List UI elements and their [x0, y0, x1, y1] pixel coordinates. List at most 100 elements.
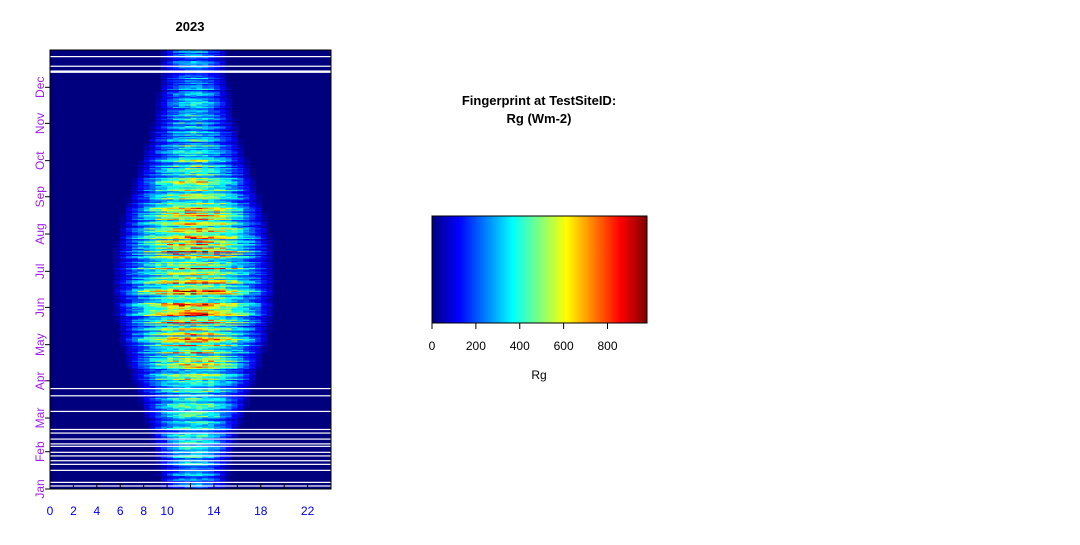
heatmap-cell [178, 353, 185, 355]
heatmap-cell [161, 297, 168, 300]
heatmap-cell [161, 277, 168, 279]
heatmap-cell [161, 371, 168, 373]
heatmap-cell [149, 212, 156, 214]
heatmap-cell [114, 274, 121, 277]
heatmap-cell [184, 355, 191, 357]
heatmap-cell [143, 298, 150, 301]
heatmap-cell [184, 347, 191, 349]
heatmap-cell [202, 295, 209, 297]
heatmap-cell [213, 389, 221, 391]
heatmap-cell [213, 271, 221, 273]
heatmap-cell [225, 427, 232, 430]
heatmap-cell [184, 349, 191, 351]
heatmap-cell [225, 444, 232, 446]
heatmap-cell [202, 255, 209, 258]
heatmap-cell [196, 301, 203, 303]
heatmap-cell [260, 324, 267, 326]
heatmap-cell [178, 278, 185, 281]
heatmap-cell [243, 372, 250, 374]
heatmap-cell [120, 220, 127, 223]
heatmap-cell [137, 306, 144, 308]
heatmap-cell [167, 298, 174, 301]
heatmap-cell [196, 274, 203, 277]
heatmap-cell [202, 243, 209, 246]
heatmap-cell [190, 313, 197, 315]
heatmap-cell [178, 314, 185, 317]
heatmap-cell [254, 282, 262, 284]
heatmap-cell [225, 317, 232, 319]
heatmap-cell [172, 422, 180, 425]
heatmap-cell [202, 277, 209, 279]
heatmap-cell [155, 381, 162, 384]
heatmap-cell [143, 248, 150, 250]
heatmap-cell [208, 307, 215, 309]
heatmap-cell [126, 292, 133, 295]
heatmap-cell [143, 268, 150, 271]
heatmap-cell [184, 420, 191, 422]
heatmap-cell [196, 326, 203, 329]
heatmap-cell [208, 371, 215, 373]
heatmap-cell [184, 398, 191, 401]
heatmap-cell [149, 398, 156, 401]
heatmap-cell [231, 291, 238, 294]
heatmap-cell [131, 211, 139, 213]
heatmap-cell [243, 307, 250, 309]
heatmap-cell [143, 335, 150, 337]
heatmap-cell [149, 236, 156, 238]
heatmap-cell [249, 347, 256, 349]
heatmap-cell [260, 254, 267, 256]
heatmap-cell [225, 431, 232, 433]
heatmap-cell [149, 351, 156, 354]
heatmap-cell [178, 267, 185, 270]
heatmap-cell [208, 219, 215, 222]
heatmap-cell [120, 226, 127, 229]
heatmap-cell [208, 472, 215, 474]
heatmap-cell [237, 335, 244, 337]
heatmap-cell [237, 337, 244, 339]
heatmap-cell [190, 267, 197, 270]
heatmap-cell [161, 332, 168, 335]
heatmap-cell [196, 332, 203, 335]
heatmap-cell [172, 241, 180, 243]
heatmap-cell [237, 226, 244, 229]
heatmap-cell [190, 446, 197, 449]
heatmap-cell [225, 268, 232, 271]
heatmap-cell [202, 400, 209, 402]
heatmap-cell [208, 400, 215, 402]
heatmap-cell [120, 285, 127, 288]
heatmap-cell [231, 271, 238, 273]
heatmap-cell [161, 389, 168, 391]
heatmap-cell [161, 324, 168, 326]
heatmap-cell [225, 244, 232, 247]
heatmap-cell [126, 312, 133, 314]
heatmap-cell [167, 353, 174, 355]
heatmap-cell [184, 323, 191, 325]
heatmap-cell [143, 389, 150, 391]
heatmap-cell [155, 383, 162, 385]
heatmap-cell [155, 368, 162, 371]
heatmap-cell [143, 315, 150, 318]
heatmap-cell [231, 318, 238, 320]
heatmap-cell [243, 343, 250, 345]
heatmap-cell [167, 356, 174, 359]
heatmap-cell [178, 425, 185, 427]
heatmap-cell [231, 335, 238, 337]
heatmap-cell [137, 228, 144, 230]
heatmap-cell [219, 341, 226, 343]
heatmap-cell [143, 345, 150, 348]
heatmap-cell [190, 327, 197, 330]
heatmap-cell [213, 217, 221, 219]
heatmap-cell [184, 401, 191, 403]
heatmap-cell [172, 300, 180, 302]
heatmap-cell [190, 303, 197, 306]
heatmap-cell [155, 421, 162, 424]
heatmap-cell [155, 420, 162, 422]
heatmap-cell [254, 361, 262, 364]
heatmap-cell [114, 254, 121, 256]
heatmap-cell [131, 270, 139, 272]
heatmap-cell [155, 379, 162, 382]
heatmap-cell [202, 353, 209, 355]
heatmap-cell [249, 378, 256, 380]
heatmap-cell [237, 256, 244, 259]
heatmap-cell [243, 390, 250, 392]
